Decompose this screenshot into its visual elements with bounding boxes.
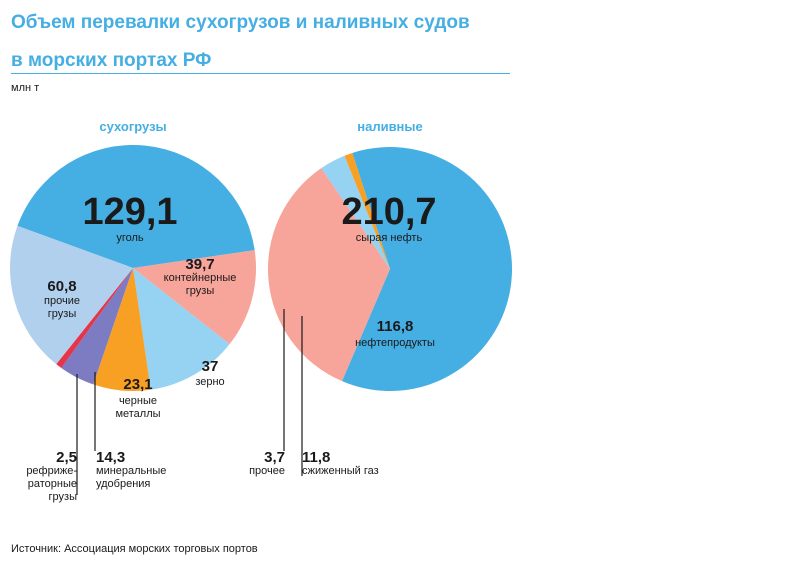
pie-1-name-label-7-line-1: прочие	[44, 295, 80, 307]
pie-1-name-label-5-line-2: удобрения	[96, 478, 150, 490]
pie-1-name-label-4-line-1: черные	[119, 395, 157, 407]
pie-1-slice-4	[93, 268, 151, 392]
pie-1-slice-1	[17, 145, 255, 268]
pie-1-value-label-1: 129,1	[82, 191, 177, 233]
unit-label: млн т	[11, 82, 40, 94]
pie-1-value-label-2: 39,7	[185, 256, 214, 273]
pie-1-slice-7	[10, 225, 133, 365]
pie-1-name-label-2-line-1: контейнерные	[164, 272, 237, 284]
pie-2-slice-2	[268, 168, 390, 382]
chart-title: Объем перевалки сухогрузов и наливных су…	[11, 4, 531, 80]
pie-1-name-label-7-line-2: грузы	[48, 308, 77, 320]
source-note: Источник: Ассоциация морских торговых по…	[11, 543, 258, 555]
pie-1-slice-5	[61, 268, 134, 385]
pie-2-value-label-2: 116,8	[377, 318, 414, 335]
pie-1-slice-6	[56, 268, 133, 368]
pie-1-name-label-1-line-1: уголь	[116, 232, 144, 244]
pie-1-name-label-6-line-3: грузы	[49, 491, 78, 503]
pie-title-1: сухогрузы	[99, 119, 166, 134]
pie-1-name-label-6-line-1: рефриже-	[26, 465, 77, 477]
pie-1-value-label-7: 60,8	[47, 278, 76, 295]
pie-1-name-label-5-line-1: минеральные	[96, 465, 166, 477]
pie-2-slice-4	[344, 152, 390, 269]
pie-2-name-label-3-line-1: сжиженный газ	[302, 465, 379, 477]
chart-title-line-2: в морских портах РФ	[11, 50, 212, 71]
pie-title-2: наливные	[357, 119, 423, 134]
pie-1-value-label-5: 14,3	[96, 449, 125, 466]
chart-title-line-1: Объем перевалки сухогрузов и наливных су…	[11, 12, 470, 33]
pie-1-value-label-4: 23,1	[123, 376, 152, 393]
pie-2-name-label-2-line-1: нефтепродукты	[355, 337, 435, 349]
pie-2-name-label-4-line-1: прочее	[249, 465, 285, 477]
pie-1-name-label-2-line-2: грузы	[186, 285, 215, 297]
pie-1-slice-3	[133, 268, 230, 390]
pie-1-name-label-3-line-1: зерно	[195, 376, 224, 388]
pie-2-value-label-4: 3,7	[264, 449, 285, 466]
pie-2-slice-3	[321, 155, 390, 269]
pie-1-name-label-4-line-2: металлы	[115, 408, 160, 420]
pie-2-value-label-1: 210,7	[341, 191, 436, 233]
title-divider	[11, 73, 510, 74]
pie-1-value-label-6: 2,5	[56, 449, 77, 466]
pie-1-value-label-3: 37	[202, 358, 219, 375]
pie-2-value-label-3: 11,8	[302, 449, 330, 466]
pie-2-slice-1	[342, 146, 513, 391]
pie-1-name-label-6-line-2: раторные	[28, 478, 77, 490]
pie-2-name-label-1-line-1: сырая нефть	[356, 232, 423, 244]
pie-1-slice-2	[133, 250, 256, 345]
